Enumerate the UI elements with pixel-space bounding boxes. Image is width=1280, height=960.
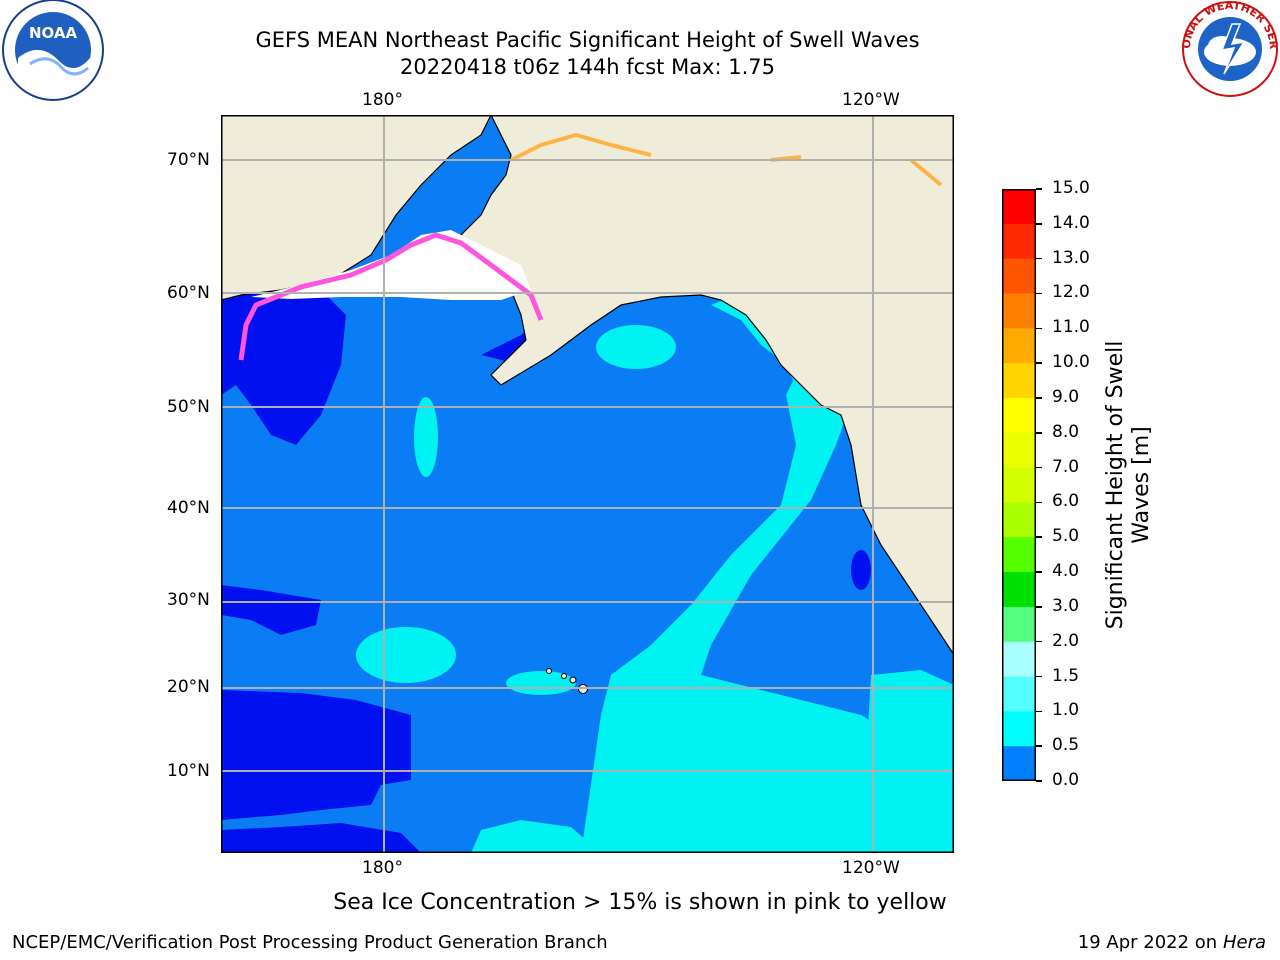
nws-logo: NATIONAL WEATHER SERVICE	[1178, 0, 1280, 97]
map-frame	[221, 115, 954, 853]
colorbar-border	[1002, 189, 1036, 781]
colorbar-segment	[1002, 641, 1036, 678]
colorbar-tick-mark	[1036, 327, 1042, 330]
colorbar-segment	[1002, 746, 1036, 781]
colorbar-segment	[1002, 711, 1036, 747]
colorbar-tick-label: 7.0	[1052, 456, 1080, 477]
colorbar-tick-label: 13.0	[1052, 247, 1090, 268]
colorbar-tick-label: 2.0	[1052, 630, 1080, 651]
colorbar-tick-mark	[1036, 640, 1042, 643]
colorbar-tick-label: 1.0	[1052, 700, 1080, 721]
swell-height-map	[221, 115, 954, 853]
colorbar-segment	[1002, 328, 1036, 364]
colorbar-tick-mark	[1036, 362, 1042, 364]
footer-date: 19 Apr 2022 on Hera	[1078, 932, 1266, 953]
colorbar-tick-label: 8.0	[1052, 421, 1080, 442]
map-gridlines	[221, 115, 954, 853]
colorbar-tick-label: 1.5	[1052, 665, 1080, 686]
cyan-patch-south	[471, 820, 601, 853]
lon-tick-top-180: 180°	[362, 90, 403, 110]
colorbar-tick-label: 12.0	[1052, 282, 1090, 303]
colorbar-tick-mark	[1036, 397, 1042, 399]
map-subtitle: 20220418 t06z 144h fcst Max: 1.75	[400, 55, 775, 79]
low-swell-southwest	[221, 690, 411, 820]
low-swell-southwest-2	[221, 823, 421, 853]
colorbar-segment	[1002, 502, 1036, 538]
lat-tick-10n: 10°N	[167, 761, 210, 781]
colorbar-label-line2: Waves [m]	[1129, 426, 1154, 544]
colorbar	[1002, 189, 1036, 781]
lon-tick-top-120w: 120°W	[842, 90, 900, 110]
colorbar-segment	[1002, 397, 1036, 434]
lat-tick-40n: 40°N	[167, 498, 210, 518]
lat-tick-20n: 20°N	[167, 677, 210, 697]
lon-tick-bottom-120w: 120°W	[842, 858, 900, 878]
colorbar-tick-label: 0.0	[1052, 770, 1080, 790]
colorbar-segment	[1002, 258, 1036, 294]
colorbar-tick-mark	[1036, 501, 1042, 504]
colorbar-tick-label: 4.0	[1052, 561, 1080, 582]
colorbar-tick-mark	[1036, 675, 1042, 678]
cyan-patch-gulf	[596, 325, 676, 369]
low-swell-coast	[851, 550, 871, 590]
colorbar-segment	[1002, 363, 1036, 399]
low-swell-bering	[221, 285, 346, 445]
sea-ice-caption: Sea Ice Concentration > 15% is shown in …	[333, 890, 947, 915]
noaa-logo: NOAA	[2, 0, 104, 101]
sea-ice-edge	[238, 232, 544, 361]
cyan-patch-midlat	[414, 397, 438, 477]
lat-tick-70n: 70°N	[167, 150, 210, 170]
colorbar-tick-label: 6.0	[1052, 491, 1080, 512]
lat-tick-50n: 50°N	[167, 397, 210, 417]
colorbar-segment	[1002, 432, 1036, 469]
low-swell-west	[221, 585, 321, 635]
colorbar-tick-mark	[1036, 292, 1042, 295]
colorbar-tick-mark	[1036, 745, 1042, 747]
colorbar-tick-mark	[1036, 432, 1042, 434]
colorbar-tick-label: 10.0	[1052, 352, 1090, 373]
colorbar-segment	[1002, 467, 1036, 503]
lat-tick-60n: 60°N	[167, 283, 210, 303]
cyan-patch-hawaii-west	[356, 627, 456, 683]
noaa-logo-text: NOAA	[29, 24, 78, 42]
colorbar-label: Significant Height of Swell Waves [m]	[1103, 341, 1155, 630]
colorbar-tick-mark	[1036, 780, 1042, 782]
colorbar-segment	[1002, 189, 1036, 225]
colorbar-tick-mark	[1036, 710, 1042, 713]
colorbar-tick-label: 15.0	[1052, 178, 1090, 198]
colorbar-label-line1: Significant Height of Swell	[1103, 340, 1128, 630]
colorbar-tick-label: 0.5	[1052, 735, 1080, 756]
colorbar-segment	[1002, 223, 1036, 260]
colorbar-tick-label: 14.0	[1052, 212, 1090, 233]
lon-tick-bottom-180: 180°	[362, 858, 403, 878]
footer-date-text: 19 Apr 2022 on	[1077, 932, 1223, 953]
colorbar-tick-mark	[1036, 223, 1042, 225]
footer-host: Hera	[1222, 932, 1266, 953]
colorbar-segment	[1002, 537, 1036, 573]
colorbar-tick-mark	[1036, 571, 1042, 573]
colorbar-tick-label: 11.0	[1052, 317, 1090, 338]
colorbar-tick-label: 5.0	[1052, 526, 1080, 547]
colorbar-tick-label: 9.0	[1052, 386, 1080, 407]
colorbar-segment	[1002, 676, 1036, 712]
lat-tick-30n: 30°N	[167, 590, 210, 610]
footer-branch: NCEP/EMC/Verification Post Processing Pr…	[12, 932, 608, 953]
colorbar-segment	[1002, 606, 1036, 643]
colorbar-tick-mark	[1036, 188, 1042, 190]
map-title: GEFS MEAN Northeast Pacific Significant …	[255, 28, 920, 52]
colorbar-tick-mark	[1036, 257, 1042, 260]
high-swell-band	[581, 300, 954, 853]
cyan-patch-southeast	[861, 670, 954, 853]
colorbar-tick-mark	[1036, 536, 1042, 538]
colorbar-tick-mark	[1036, 466, 1042, 469]
colorbar-tick-label: 3.0	[1052, 595, 1080, 616]
colorbar-segment	[1002, 293, 1036, 329]
colorbar-segment	[1002, 572, 1036, 608]
colorbar-tick-mark	[1036, 606, 1042, 608]
